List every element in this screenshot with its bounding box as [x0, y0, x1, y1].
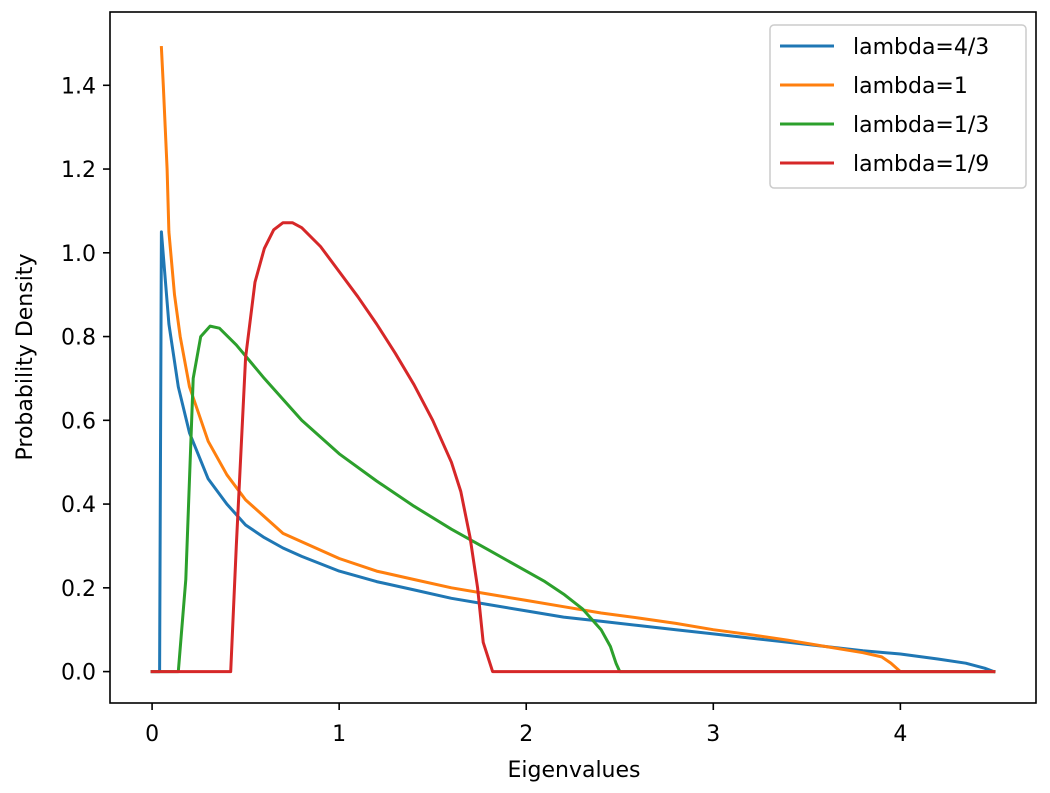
y-tick-label: 0.0 — [61, 661, 96, 686]
legend-label-2: lambda=1 — [853, 74, 968, 99]
x-tick-label: 4 — [893, 722, 907, 747]
y-tick-label: 1.0 — [61, 242, 96, 267]
y-tick-label: 0.8 — [61, 326, 96, 351]
x-tick-label: 3 — [706, 722, 720, 747]
y-tick-label: 0.6 — [61, 409, 96, 434]
chart: 0 1 2 3 4 0.0 0.2 0.4 0.6 0.8 1.0 1.2 1.4 lambda=4/3… — [0, 0, 1050, 793]
y-axis-title: Probability Density — [13, 254, 38, 461]
legend: lambda=4/3 lambda=1 lambda=1/3 lambda=1/9 — [770, 25, 1026, 188]
y-tick-label: 1.4 — [61, 74, 96, 99]
y-tick-label: 1.2 — [61, 158, 96, 183]
x-tick-label: 2 — [519, 722, 533, 747]
legend-label-4: lambda=1/9 — [853, 152, 989, 177]
legend-label-1: lambda=4/3 — [853, 35, 989, 60]
y-tick-label: 0.4 — [61, 493, 96, 518]
legend-label-3: lambda=1/3 — [853, 113, 989, 138]
x-tick-label: 0 — [145, 722, 159, 747]
x-axis-title: Eigenvalues — [507, 758, 640, 783]
x-tick-label: 1 — [332, 722, 346, 747]
y-tick-label: 0.2 — [61, 577, 96, 602]
